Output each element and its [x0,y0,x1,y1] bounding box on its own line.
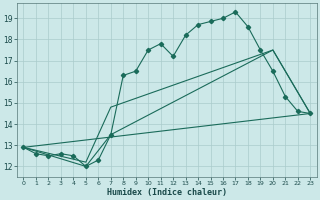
X-axis label: Humidex (Indice chaleur): Humidex (Indice chaleur) [107,188,227,197]
